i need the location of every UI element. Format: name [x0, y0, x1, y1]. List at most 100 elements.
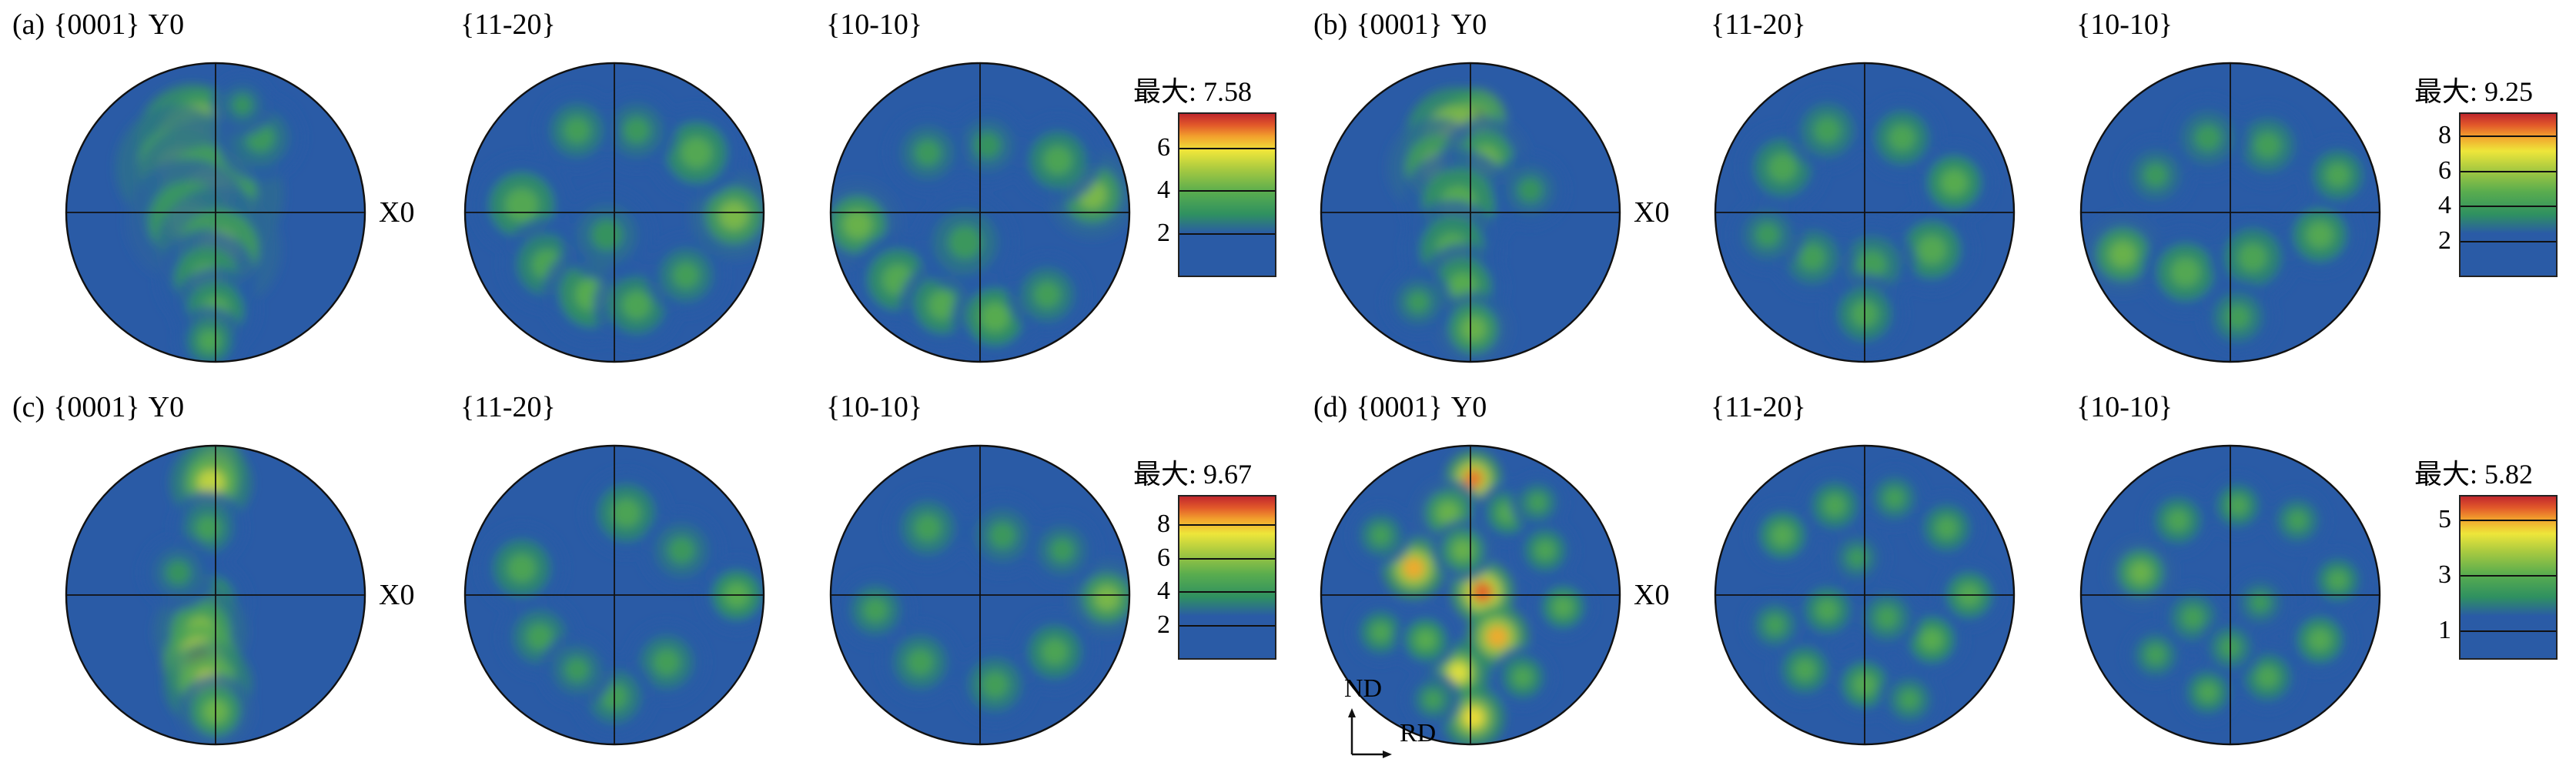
intensity-blobs: [838, 486, 1129, 726]
colorbar-tick-line: [1179, 591, 1275, 593]
pole-figure-0001: [62, 59, 370, 366]
pole-figure-plot: [65, 62, 366, 363]
colorbar-tick-line: [1179, 232, 1275, 235]
colorbar-gradient: [1178, 495, 1276, 660]
colorbar-tick-line: [1179, 557, 1275, 560]
pole-figure-title-10-10: {10-10}: [826, 8, 923, 41]
pole-figure-title-0001: {0001}: [53, 391, 140, 423]
intensity-blobs: [115, 73, 305, 362]
pole-figure-title-10-10: {10-10}: [2076, 8, 2173, 41]
pole-figure-plot: [463, 62, 765, 363]
colorbar-gradient: [1178, 112, 1276, 277]
pole-figure-11-20: [460, 59, 768, 366]
intensity-blobs: [1730, 89, 1996, 355]
pole-figure-10-10: [826, 59, 1134, 366]
pole-figure-title-0001: {0001}: [53, 8, 140, 41]
colorbar-tick-label: 3: [2438, 560, 2451, 589]
y-axis-label: Y0: [1450, 8, 1487, 41]
colorbar-tick-label: 5: [2438, 504, 2451, 533]
x-axis-label: X0: [1634, 196, 1670, 229]
panel-title-row: (b) {0001} Y0: [1313, 8, 1487, 42]
pole-figure-plot: [463, 444, 765, 746]
panel-title-row: (d) {0001} Y0: [1313, 390, 1487, 424]
colorbar-tick-line: [2461, 630, 2556, 632]
colorbar-max-label: 最大: 9.25: [2414, 76, 2534, 107]
pole-figure-plot: [1320, 62, 1621, 363]
colorbar-tick-label: 2: [1157, 218, 1170, 247]
pole-figure-outline: [2079, 444, 2381, 746]
y-axis-label: Y0: [148, 391, 185, 423]
axes-arrows-icon: [1348, 708, 1392, 758]
colorbar: 最大: 9.25 8 6 4 2: [2414, 76, 2576, 316]
colorbar: 最大: 9.67 8 6 4 2: [1133, 459, 1295, 698]
pole-figure-title-11-20: {11-20}: [1711, 391, 1806, 423]
pole-figure-11-20: [460, 441, 768, 749]
panel-label: (d): [1313, 391, 1348, 423]
pole-figure-plot: [65, 444, 366, 746]
colorbar: 最大: 5.82 5 3 1: [2414, 459, 2576, 698]
panel-label: (c): [12, 391, 45, 423]
pole-figure-10-10: [826, 441, 1134, 749]
pole-figure-title-11-20: {11-20}: [1711, 8, 1806, 41]
intensity-blobs: [477, 469, 764, 737]
panel-b: (b) {0001} Y0 {11-20} {10-10} X0 最大: 9.2…: [1309, 6, 2576, 386]
pole-figure-outline: [463, 444, 765, 746]
pole-figure-plot: [1714, 62, 2016, 363]
pole-figure-plot: [2079, 62, 2381, 363]
colorbar-tick-line: [1179, 624, 1275, 627]
panel-d: (d) {0001} Y0 {11-20} {10-10} X0 最大: 5.8…: [1309, 389, 2576, 769]
colorbar-max-label: 最大: 7.58: [1133, 76, 1253, 107]
intensity-blobs: [140, 446, 253, 744]
pole-figure-0001: [1316, 441, 1624, 749]
colorbar-tick-line: [1179, 147, 1275, 149]
panel-label: (a): [12, 8, 45, 41]
pole-figure-outline: [1714, 62, 2016, 363]
rd-axis-label: RD: [1400, 719, 1437, 747]
panel-c: (c) {0001} Y0 {11-20} {10-10} X0 最大: 9.6…: [8, 389, 1313, 769]
colorbar-tick-label: 4: [2438, 191, 2451, 220]
pole-figure-0001: [1316, 59, 1624, 366]
pole-figure-outline: [2079, 62, 2381, 363]
intensity-blobs: [1383, 87, 1568, 362]
colorbar-tick-line: [2461, 240, 2556, 242]
panel-title-row: (c) {0001} Y0: [12, 390, 184, 424]
pole-figure-outline: [829, 444, 1131, 746]
intensity-blobs: [2106, 473, 2370, 724]
pole-figure-outline: [1320, 444, 1621, 746]
colorbar-tick-line: [2461, 206, 2556, 208]
panel-title-row: (a) {0001} Y0: [12, 8, 184, 42]
colorbar-tick-line: [1179, 524, 1275, 527]
pole-figure-outline: [463, 62, 765, 363]
pole-figure-10-10: [2076, 59, 2384, 366]
colorbar-tick-label: 2: [1157, 610, 1170, 639]
intensity-blobs: [1743, 466, 2004, 731]
colorbar-tick-label: 6: [2438, 155, 2451, 185]
pole-figure-title-0001: {0001}: [1356, 8, 1443, 41]
colorbar-tick-label: 8: [2438, 121, 2451, 150]
pole-figure-11-20: [1711, 441, 2019, 749]
x-axis-label: X0: [1634, 579, 1670, 611]
nd-axis-label: ND: [1344, 674, 1383, 703]
pole-figure-outline: [1320, 62, 1621, 363]
colorbar-tick-line: [2461, 170, 2556, 172]
colorbar-tick-line: [2461, 519, 2556, 521]
colorbar-tick-label: 4: [1157, 577, 1170, 606]
intensity-blobs: [831, 104, 1129, 361]
colorbar-tick-line: [2461, 574, 2556, 577]
colorbar-max-label: 最大: 5.82: [2414, 459, 2534, 490]
pole-figure-plot: [1320, 444, 1621, 746]
pole-figure-plot: [829, 62, 1131, 363]
colorbar-tick-label: 6: [1157, 132, 1170, 162]
pole-figure-plot: [829, 444, 1131, 746]
pole-figure-title-10-10: {10-10}: [826, 391, 923, 423]
pole-figure-0001: [62, 441, 370, 749]
pole-figure-outline: [65, 444, 366, 746]
intensity-blobs: [1349, 450, 1595, 744]
pole-figure-title-10-10: {10-10}: [2076, 391, 2173, 423]
colorbar-tick-label: 8: [1157, 510, 1170, 539]
pole-figure-title-11-20: {11-20}: [460, 8, 556, 41]
intensity-blobs: [471, 89, 764, 349]
y-axis-label: Y0: [148, 8, 185, 41]
panel-label: (b): [1313, 8, 1348, 41]
